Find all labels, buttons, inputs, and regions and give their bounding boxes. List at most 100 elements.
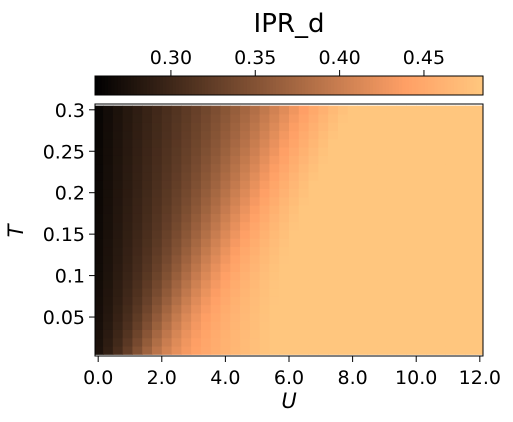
- heatmap-cell: [95, 279, 104, 289]
- colorbar-segment: [95, 76, 99, 95]
- heatmap-cell: [142, 147, 153, 156]
- heatmap-cell: [122, 312, 133, 322]
- heatmap-cell: [249, 171, 261, 181]
- colorbar-segment: [353, 76, 358, 95]
- heatmap-cell: [386, 130, 398, 140]
- heatmap-cell: [269, 196, 280, 206]
- heatmap-cell: [132, 180, 143, 190]
- heatmap-cell: [132, 296, 143, 306]
- heatmap-cell: [337, 171, 349, 181]
- heatmap-cell: [200, 113, 212, 123]
- heatmap-cell: [142, 304, 153, 314]
- heatmap-cell: [269, 130, 280, 140]
- heatmap-cell: [435, 196, 447, 206]
- heatmap-cell: [279, 288, 290, 297]
- heatmap-cell: [377, 105, 388, 115]
- colorbar-segment: [201, 76, 206, 95]
- colorbar-tick-label: 0.30: [150, 47, 192, 69]
- heatmap-cell: [328, 138, 339, 148]
- colorbar-segment: [360, 76, 364, 95]
- heatmap-cell: [230, 279, 241, 289]
- heatmap-cell: [171, 213, 182, 223]
- heatmap-cell: [230, 296, 241, 306]
- heatmap-cell: [445, 171, 456, 181]
- heatmap-cell: [474, 147, 484, 156]
- heatmap-cell: [161, 205, 173, 214]
- heatmap-cell: [279, 246, 290, 256]
- heatmap-cell: [396, 171, 407, 181]
- heatmap-cell: [289, 321, 300, 330]
- heatmap-cell: [298, 205, 310, 214]
- heatmap-cell: [386, 105, 398, 115]
- heatmap-cell: [396, 263, 407, 272]
- heatmap-cell: [220, 304, 231, 314]
- heatmap-cell: [377, 147, 388, 156]
- heatmap-cell: [142, 271, 153, 281]
- heatmap-cell: [181, 304, 192, 314]
- heatmap-cell: [103, 155, 114, 165]
- colorbar-segment: [411, 76, 416, 95]
- heatmap-cell: [210, 105, 222, 115]
- heatmap-cell: [210, 296, 222, 306]
- heatmap-cell: [465, 271, 476, 281]
- colorbar-segment: [408, 76, 413, 95]
- heatmap-cell: [230, 329, 241, 339]
- heatmap-cell: [249, 304, 261, 314]
- heatmap-cell: [240, 122, 251, 132]
- heatmap-cell: [171, 296, 182, 306]
- heatmap-cell: [406, 246, 417, 256]
- heatmap-cell: [426, 321, 437, 330]
- heatmap-cell: [435, 321, 447, 330]
- heatmap-cell: [279, 321, 290, 330]
- heatmap-cell: [445, 329, 456, 339]
- heatmap-cell: [142, 337, 153, 347]
- heatmap-cell: [181, 130, 192, 140]
- heatmap-cell: [396, 180, 407, 190]
- heatmap-cell: [220, 221, 231, 231]
- heatmap-cell: [112, 155, 124, 165]
- heatmap-cell: [377, 221, 388, 231]
- heatmap-cell: [210, 213, 222, 223]
- heatmap-cell: [386, 113, 398, 123]
- heatmap-cell: [465, 155, 476, 165]
- heatmap-cell: [181, 188, 192, 198]
- colorbar: [95, 76, 484, 95]
- heatmap-cell: [396, 321, 407, 330]
- heatmap-cell: [406, 180, 417, 190]
- colorbar-segment: [240, 76, 245, 95]
- heatmap-cell: [328, 163, 339, 173]
- heatmap-cell: [308, 312, 319, 322]
- heatmap-cell: [112, 271, 124, 281]
- heatmap-cell: [289, 180, 300, 190]
- heatmap-cell: [308, 246, 319, 256]
- heatmap-cell: [103, 271, 114, 281]
- heatmap-cell: [112, 263, 124, 272]
- heatmap-cell: [289, 147, 300, 156]
- heatmap-cell: [474, 337, 484, 347]
- heatmap-cell: [220, 205, 231, 214]
- heatmap-cell: [308, 296, 319, 306]
- colorbar-segment: [321, 76, 326, 95]
- heatmap-cell: [142, 138, 153, 148]
- heatmap-cell: [152, 246, 163, 256]
- heatmap-cell: [112, 138, 124, 148]
- heatmap-cell: [161, 188, 173, 198]
- heatmap-cell: [347, 113, 358, 123]
- heatmap-cell: [152, 180, 163, 190]
- heatmap-cell: [142, 180, 153, 190]
- heatmap-cell: [406, 263, 417, 272]
- heatmap-cell: [386, 279, 398, 289]
- heatmap-cell: [474, 155, 484, 165]
- heatmap-cell: [426, 122, 437, 132]
- heatmap-cell: [298, 180, 310, 190]
- heatmap-cell: [367, 147, 378, 156]
- heatmap-cell: [132, 163, 143, 173]
- colorbar-segment: [421, 76, 426, 95]
- heatmap-cell: [112, 213, 124, 223]
- heatmap-cell: [318, 221, 329, 231]
- heatmap-cell: [259, 346, 270, 355]
- heatmap-cell: [142, 329, 153, 339]
- heatmap-cell: [279, 312, 290, 322]
- heatmap-cell: [181, 321, 192, 330]
- heatmap-cell: [416, 263, 427, 272]
